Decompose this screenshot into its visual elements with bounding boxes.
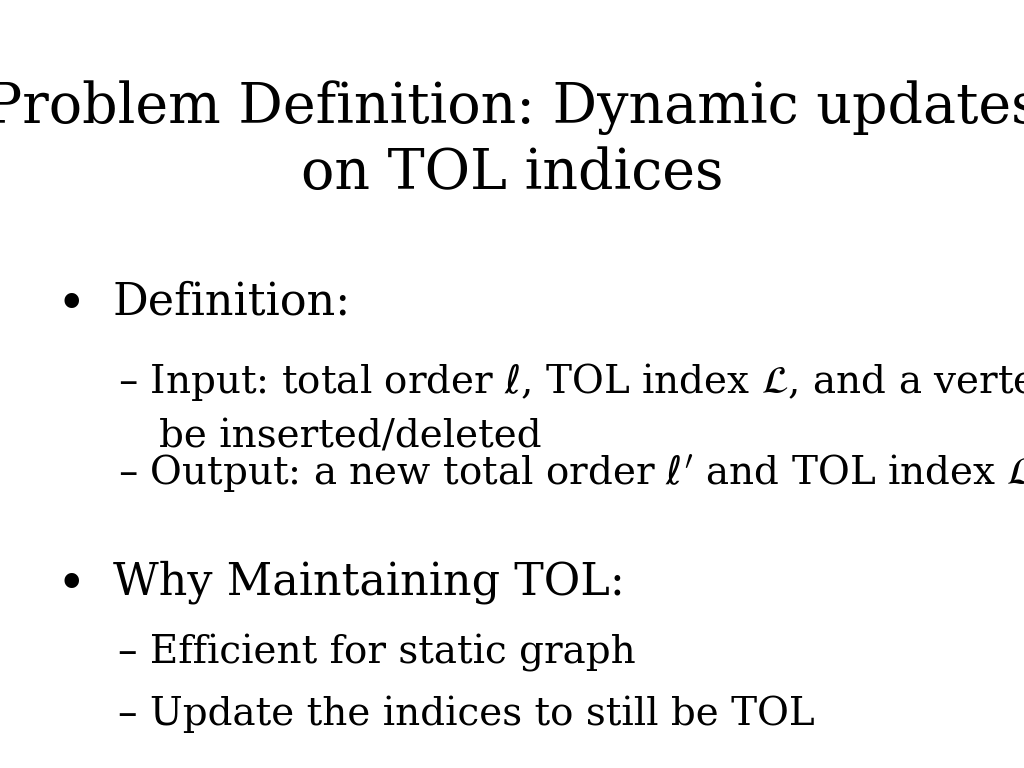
Text: Why Maintaining TOL:: Why Maintaining TOL: [113, 561, 625, 604]
Text: – Output: a new total order $\ell'$ and TOL index $\mathcal{L}'$.: – Output: a new total order $\ell'$ and … [118, 453, 1024, 495]
Text: – Update the indices to still be TOL: – Update the indices to still be TOL [118, 695, 814, 733]
Text: Definition:: Definition: [113, 280, 351, 323]
Text: – Input: total order $\ell$, TOL index $\mathcal{L}$, and a vertex u to: – Input: total order $\ell$, TOL index $… [118, 361, 1024, 403]
Text: Problem Definition: Dynamic updates
on TOL indices: Problem Definition: Dynamic updates on T… [0, 81, 1024, 200]
Text: •: • [56, 280, 86, 329]
Text: be inserted/deleted: be inserted/deleted [159, 419, 542, 455]
Text: – Efficient for static graph: – Efficient for static graph [118, 634, 636, 671]
Text: •: • [56, 561, 86, 610]
